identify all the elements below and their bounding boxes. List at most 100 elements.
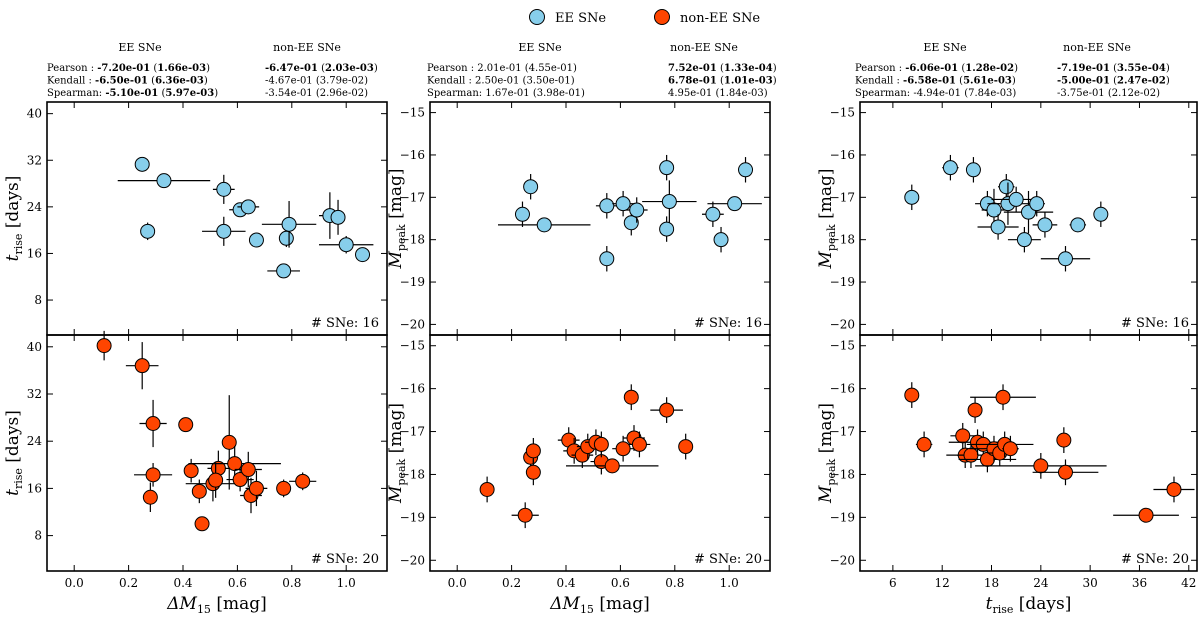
data-point (525, 459, 541, 486)
data-point (1113, 507, 1179, 523)
data-point (593, 431, 609, 458)
y-tick-label: 24 (27, 434, 43, 448)
stats-title-ee: EE SNe (118, 41, 161, 54)
y-axis-label: Mpeak [mag] (816, 403, 838, 504)
stats-ee-pvalue: 3.98e-01 (537, 88, 581, 99)
stats-non-ee-paren: ) (364, 76, 368, 87)
point-marker (140, 223, 156, 239)
data-point (1040, 246, 1091, 272)
data-point (511, 502, 539, 529)
stats-non-ee-paren: ( (313, 88, 320, 99)
stats-row-non-ee: -4.67e-01 (3.79e-02) (265, 76, 368, 87)
data-point (248, 232, 264, 248)
axes-frame (429, 334, 771, 572)
point-marker (536, 217, 552, 233)
legend-marker-ee (529, 9, 545, 25)
stats-non-ee-value: -4.67e-01 (265, 76, 313, 87)
point-marker (623, 389, 639, 405)
data-point (1069, 217, 1087, 233)
stats-non-ee-pvalue: 2.12e-02 (1112, 88, 1156, 99)
point-marker (145, 416, 161, 431)
x-tick-label: 24 (1033, 576, 1049, 590)
point-marker (963, 447, 979, 463)
y-tick-label: 16 (27, 246, 42, 260)
point-marker (517, 507, 533, 523)
point-marker (727, 196, 743, 212)
point-marker (1037, 217, 1053, 233)
y-tick-label: −15 (400, 106, 425, 120)
panel-bottom-left: 0.0 0.2 0.4 0.6 0.8 1.0 8 16 24 32 40 # SNe: 20 tris… (3, 330, 388, 616)
point-marker (713, 232, 729, 248)
point-marker (276, 480, 292, 496)
stats-non-ee-paren: ) (1156, 88, 1160, 99)
stats-row-non-ee: -7.19e-01 (3.55e-04) (1057, 63, 1170, 74)
point-marker (1056, 432, 1072, 448)
panel-top-middle: −15 −16 −17 −18 −19 −20 # SNe: 16 Mpeak [mag] (386, 101, 771, 336)
y-tick-label: 32 (27, 153, 42, 167)
y-tick-label: −17 (400, 190, 425, 204)
point-marker (986, 202, 1002, 218)
point-marker (623, 215, 639, 231)
point-marker (1016, 232, 1032, 248)
stats-ee-paren: ) (1014, 63, 1018, 74)
data-point (678, 433, 694, 460)
point-marker (615, 441, 631, 457)
point-marker (942, 160, 958, 176)
legend-label-ee: EE SNe (555, 11, 606, 26)
x-tick-label: 0.6 (611, 576, 630, 590)
y-tick-label: 16 (27, 481, 42, 495)
data-point (140, 222, 156, 241)
data-point (178, 417, 194, 433)
point-marker (142, 489, 158, 505)
data-point (267, 263, 300, 279)
stats-ee-paren: ) (206, 63, 210, 74)
y-tick-label: −18 (830, 467, 855, 481)
data-point (904, 382, 920, 408)
point-marker (990, 219, 1006, 235)
stats-ee-paren: ( (158, 88, 165, 99)
stats-ee-paren: ) (573, 63, 577, 74)
stats-non-ee-pvalue: 1.84e-03 (719, 88, 763, 99)
data-point (319, 235, 374, 254)
y-axis-label: Mpeak [mag] (386, 168, 408, 269)
point-marker (615, 196, 631, 212)
stats-non-ee-paren: ( (1110, 63, 1117, 74)
data-point (139, 399, 167, 448)
point-marker (183, 463, 199, 479)
data-point (659, 154, 675, 181)
point-marker (178, 417, 194, 433)
stats-name: Pearson : (427, 63, 477, 74)
data-point (915, 431, 933, 458)
point-marker (659, 160, 675, 176)
data-point (970, 384, 1036, 411)
stats-row-non-ee: 6.78e-01 (1.01e-03) (668, 76, 777, 87)
x-tick-label: 30 (1083, 576, 1098, 590)
stats-ee-paren: ) (1012, 76, 1016, 87)
data-point (1007, 226, 1041, 253)
point-marker (525, 464, 541, 480)
point-marker (904, 387, 920, 403)
stats-name: Spearman: (855, 88, 913, 99)
y-tick-label: −20 (400, 553, 425, 567)
point-marker (221, 434, 237, 450)
stats-ee-pvalue: 5.97e-03 (165, 88, 214, 99)
stats-ee-paren: ) (214, 88, 218, 99)
y-tick-label: 24 (27, 200, 43, 214)
stats-non-ee-value: -5.00e-01 (1057, 76, 1110, 87)
point-marker (1029, 196, 1045, 212)
point-marker (248, 480, 264, 496)
y-tick-label: −18 (830, 233, 855, 247)
data-point (237, 199, 260, 215)
y-axis-label: trise [days] (3, 176, 25, 262)
sne-count: # SNe: 16 (694, 316, 762, 331)
axes-frame (46, 334, 388, 572)
stats-row-non-ee: 4.95e-01 (1.84e-03) (668, 88, 768, 99)
stats-non-ee-paren: ( (1105, 88, 1112, 99)
point-marker (227, 456, 243, 472)
y-axis-label: Mpeak [mag] (816, 168, 838, 269)
point-marker (96, 338, 112, 354)
stats-non-ee-value: 6.78e-01 (668, 76, 717, 87)
stats-ee-pvalue: 5.61e-03 (963, 76, 1012, 87)
stats-row-ee: Kendall : 2.50e-01 (3.50e-01) (427, 76, 575, 87)
